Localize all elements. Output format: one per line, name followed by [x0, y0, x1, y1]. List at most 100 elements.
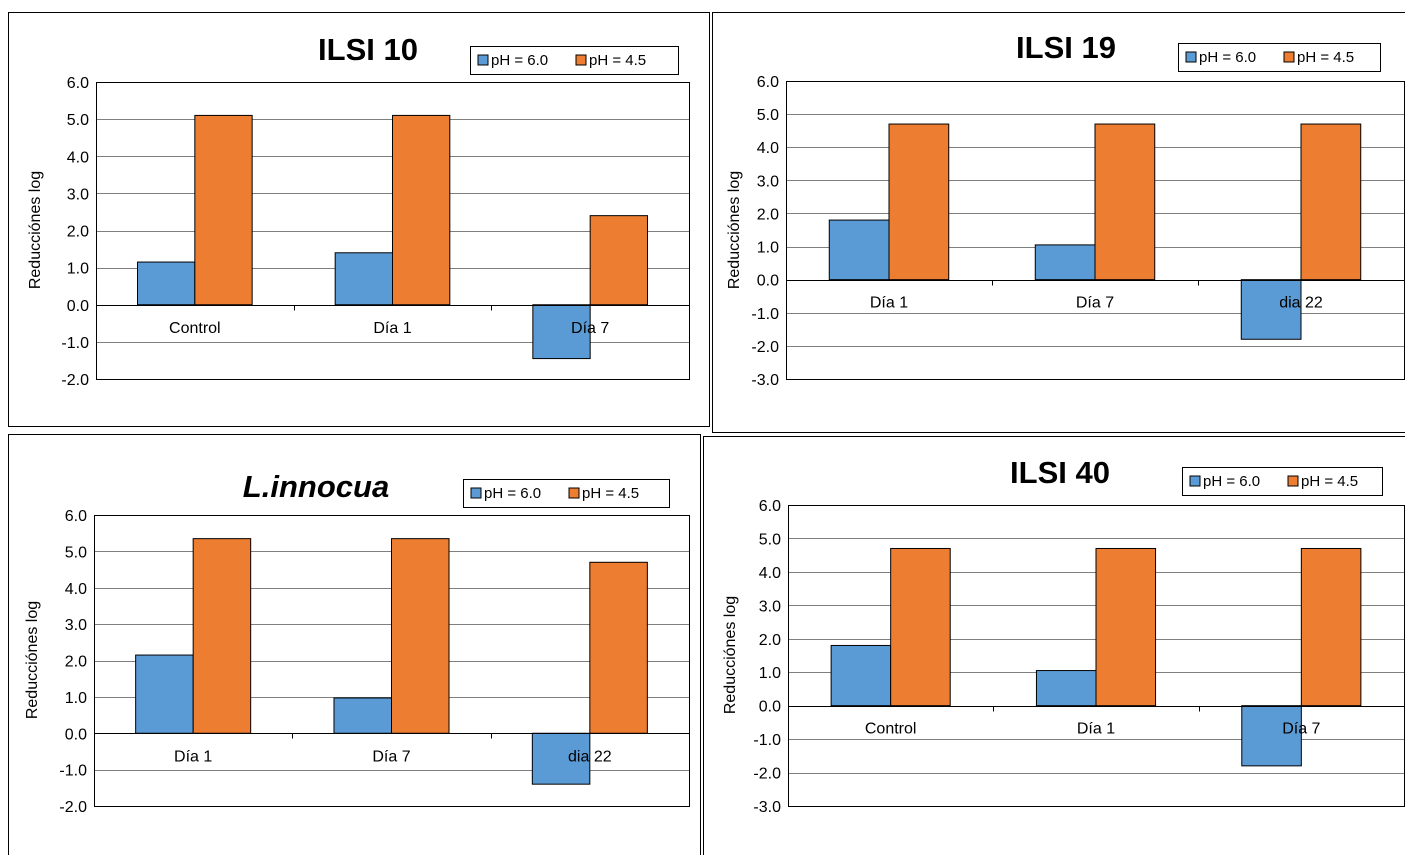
bar-d-a-7-series-2 [1300, 547, 1362, 707]
y-tick-label: 1.0 [67, 261, 89, 278]
y-tick-label: 5.0 [65, 544, 87, 561]
category-label-d-a-1: Día 1 [870, 295, 908, 312]
y-tick-label: 0.0 [65, 726, 87, 743]
legend-swatch-series-1 [1189, 475, 1201, 487]
y-tick-label: 2.0 [67, 224, 89, 241]
bar-d-a-7-series-2 [1094, 123, 1156, 281]
y-tick-label: 0.0 [757, 273, 779, 290]
bar-dia-22-series-2 [589, 561, 648, 734]
legend-swatch-series-1 [470, 487, 482, 499]
legend: pH = 6.0 pH = 4.5 [463, 479, 670, 508]
legend-box [1182, 467, 1383, 496]
y-axis-label: Reducciónes log [726, 171, 743, 289]
legend-label-series-2: pH = 4.5 [589, 52, 646, 69]
y-tick-label: 2.0 [757, 206, 779, 223]
bar-d-a-1-series-2 [192, 538, 252, 734]
chart-panel-linnocua: -2.0 -1.0 0.0 1.0 2.0 3.0 4.0 5.0 6.0 Día 1 Día 7 d… [24, 469, 690, 816]
y-tick-label: 2.0 [759, 632, 781, 649]
bar-d-a-7-series-1 [532, 304, 591, 360]
category-label-d-a-7: Día 7 [372, 748, 410, 765]
category-label-d-a-1: Día 1 [373, 320, 411, 337]
legend: pH = 6.0 pH = 4.5 [470, 46, 679, 75]
chart-title: ILSI 10 [318, 32, 418, 67]
legend-label-series-1: pH = 6.0 [1203, 473, 1260, 490]
bar-d-a-1-series-1 [828, 219, 890, 281]
y-tick-label: 6.0 [759, 498, 781, 515]
category-label-control: Control [169, 320, 221, 337]
y-tick-label: 6.0 [67, 75, 89, 92]
y-tick-label: -1.0 [753, 732, 781, 749]
bar-d-a-1-series-2 [392, 114, 451, 306]
y-tick-label: 1.0 [65, 690, 87, 707]
legend-label-series-1: pH = 6.0 [1199, 49, 1256, 66]
y-tick-label: 4.0 [65, 581, 87, 598]
plot-area-border [94, 515, 690, 807]
category-label-d-a-7: Día 7 [1282, 721, 1320, 738]
bar-control-series-1 [137, 261, 196, 306]
y-tick-label: 2.0 [65, 654, 87, 671]
legend-label-series-2: pH = 4.5 [582, 485, 639, 502]
y-tick-label: 0.0 [759, 699, 781, 716]
y-tick-label: -1.0 [59, 763, 87, 780]
y-tick-label: -1.0 [751, 306, 779, 323]
bar-dia-22-series-1 [1240, 279, 1302, 340]
y-tick-label: -2.0 [753, 766, 781, 783]
y-tick-label: 3.0 [757, 173, 779, 190]
y-tick-label: 1.0 [759, 665, 781, 682]
category-label-control: Control [865, 721, 917, 738]
y-tick-label: 4.0 [67, 149, 89, 166]
bar-d-a-1-series-2 [888, 123, 950, 281]
bar-d-a-7-series-1 [1241, 705, 1302, 767]
y-tick-label: 3.0 [759, 598, 781, 615]
y-tick-label: 0.0 [67, 298, 89, 315]
y-tick-label: -2.0 [751, 339, 779, 356]
plot-area-border [96, 82, 690, 380]
legend-swatch-series-1 [477, 54, 489, 66]
bar-control-series-2 [194, 114, 253, 306]
chart-title: ILSI 40 [1010, 455, 1110, 490]
legend-box [463, 479, 670, 508]
chart-ilsi19: -3.0 -2.0 -1.0 0.0 1.0 2.0 3.0 4.0 5.0 6.0 Día 1 Dí… [726, 30, 1405, 389]
y-tick-label: 5.0 [757, 107, 779, 124]
y-tick-label: -2.0 [61, 372, 89, 389]
bar-d-a-1-series-1 [1035, 670, 1097, 707]
y-tick-label: 5.0 [67, 112, 89, 129]
y-axis-label: Reducciónes log [24, 601, 41, 719]
legend-label-series-2: pH = 4.5 [1297, 49, 1354, 66]
y-axis-label: Reducciónes log [27, 171, 44, 289]
category-label-d-a-1: Día 1 [174, 748, 212, 765]
frame-ilsi40 [703, 436, 1405, 855]
bar-dia-22-series-1 [531, 732, 591, 785]
legend-swatch-series-2 [568, 487, 580, 499]
legend-swatch-series-2 [1287, 475, 1299, 487]
legend-swatch-series-1 [1185, 51, 1197, 63]
y-tick-label: -3.0 [753, 799, 781, 816]
legend-label-series-1: pH = 6.0 [484, 485, 541, 502]
category-label-dia-22: dia 22 [1279, 295, 1323, 312]
bar-control-series-2 [890, 547, 951, 707]
chart-panel-ilsi19: -3.0 -2.0 -1.0 0.0 1.0 2.0 3.0 4.0 5.0 6.0 Día 1 Dí… [726, 30, 1405, 389]
legend-box [470, 46, 679, 75]
chart-title: ILSI 19 [1016, 30, 1116, 65]
y-tick-label: 6.0 [65, 508, 87, 525]
y-tick-label: 6.0 [757, 74, 779, 91]
y-tick-label: 4.0 [757, 140, 779, 157]
frame-linnocua [8, 434, 701, 855]
bar-dia-22-series-2 [1300, 123, 1362, 281]
legend-label-series-2: pH = 4.5 [1301, 473, 1358, 490]
frame-ilsi10 [8, 12, 710, 427]
category-label-d-a-7: Día 7 [1076, 295, 1114, 312]
legend-box [1178, 43, 1381, 72]
bar-d-a-1-series-2 [1095, 547, 1157, 707]
legend-swatch-series-2 [575, 54, 587, 66]
chart-panel-ilsi10: -2.0 -1.0 0.0 1.0 2.0 3.0 4.0 5.0 6.0 Control Día … [0, 0, 710, 430]
legend-swatch-series-2 [1283, 51, 1295, 63]
legend-label-series-1: pH = 6.0 [491, 52, 548, 69]
legend: pH = 6.0 pH = 4.5 [1182, 467, 1383, 496]
y-axis-label: Reducciónes log [722, 596, 739, 714]
chart-title: L.innocua [243, 469, 389, 504]
y-tick-label: -3.0 [751, 372, 779, 389]
